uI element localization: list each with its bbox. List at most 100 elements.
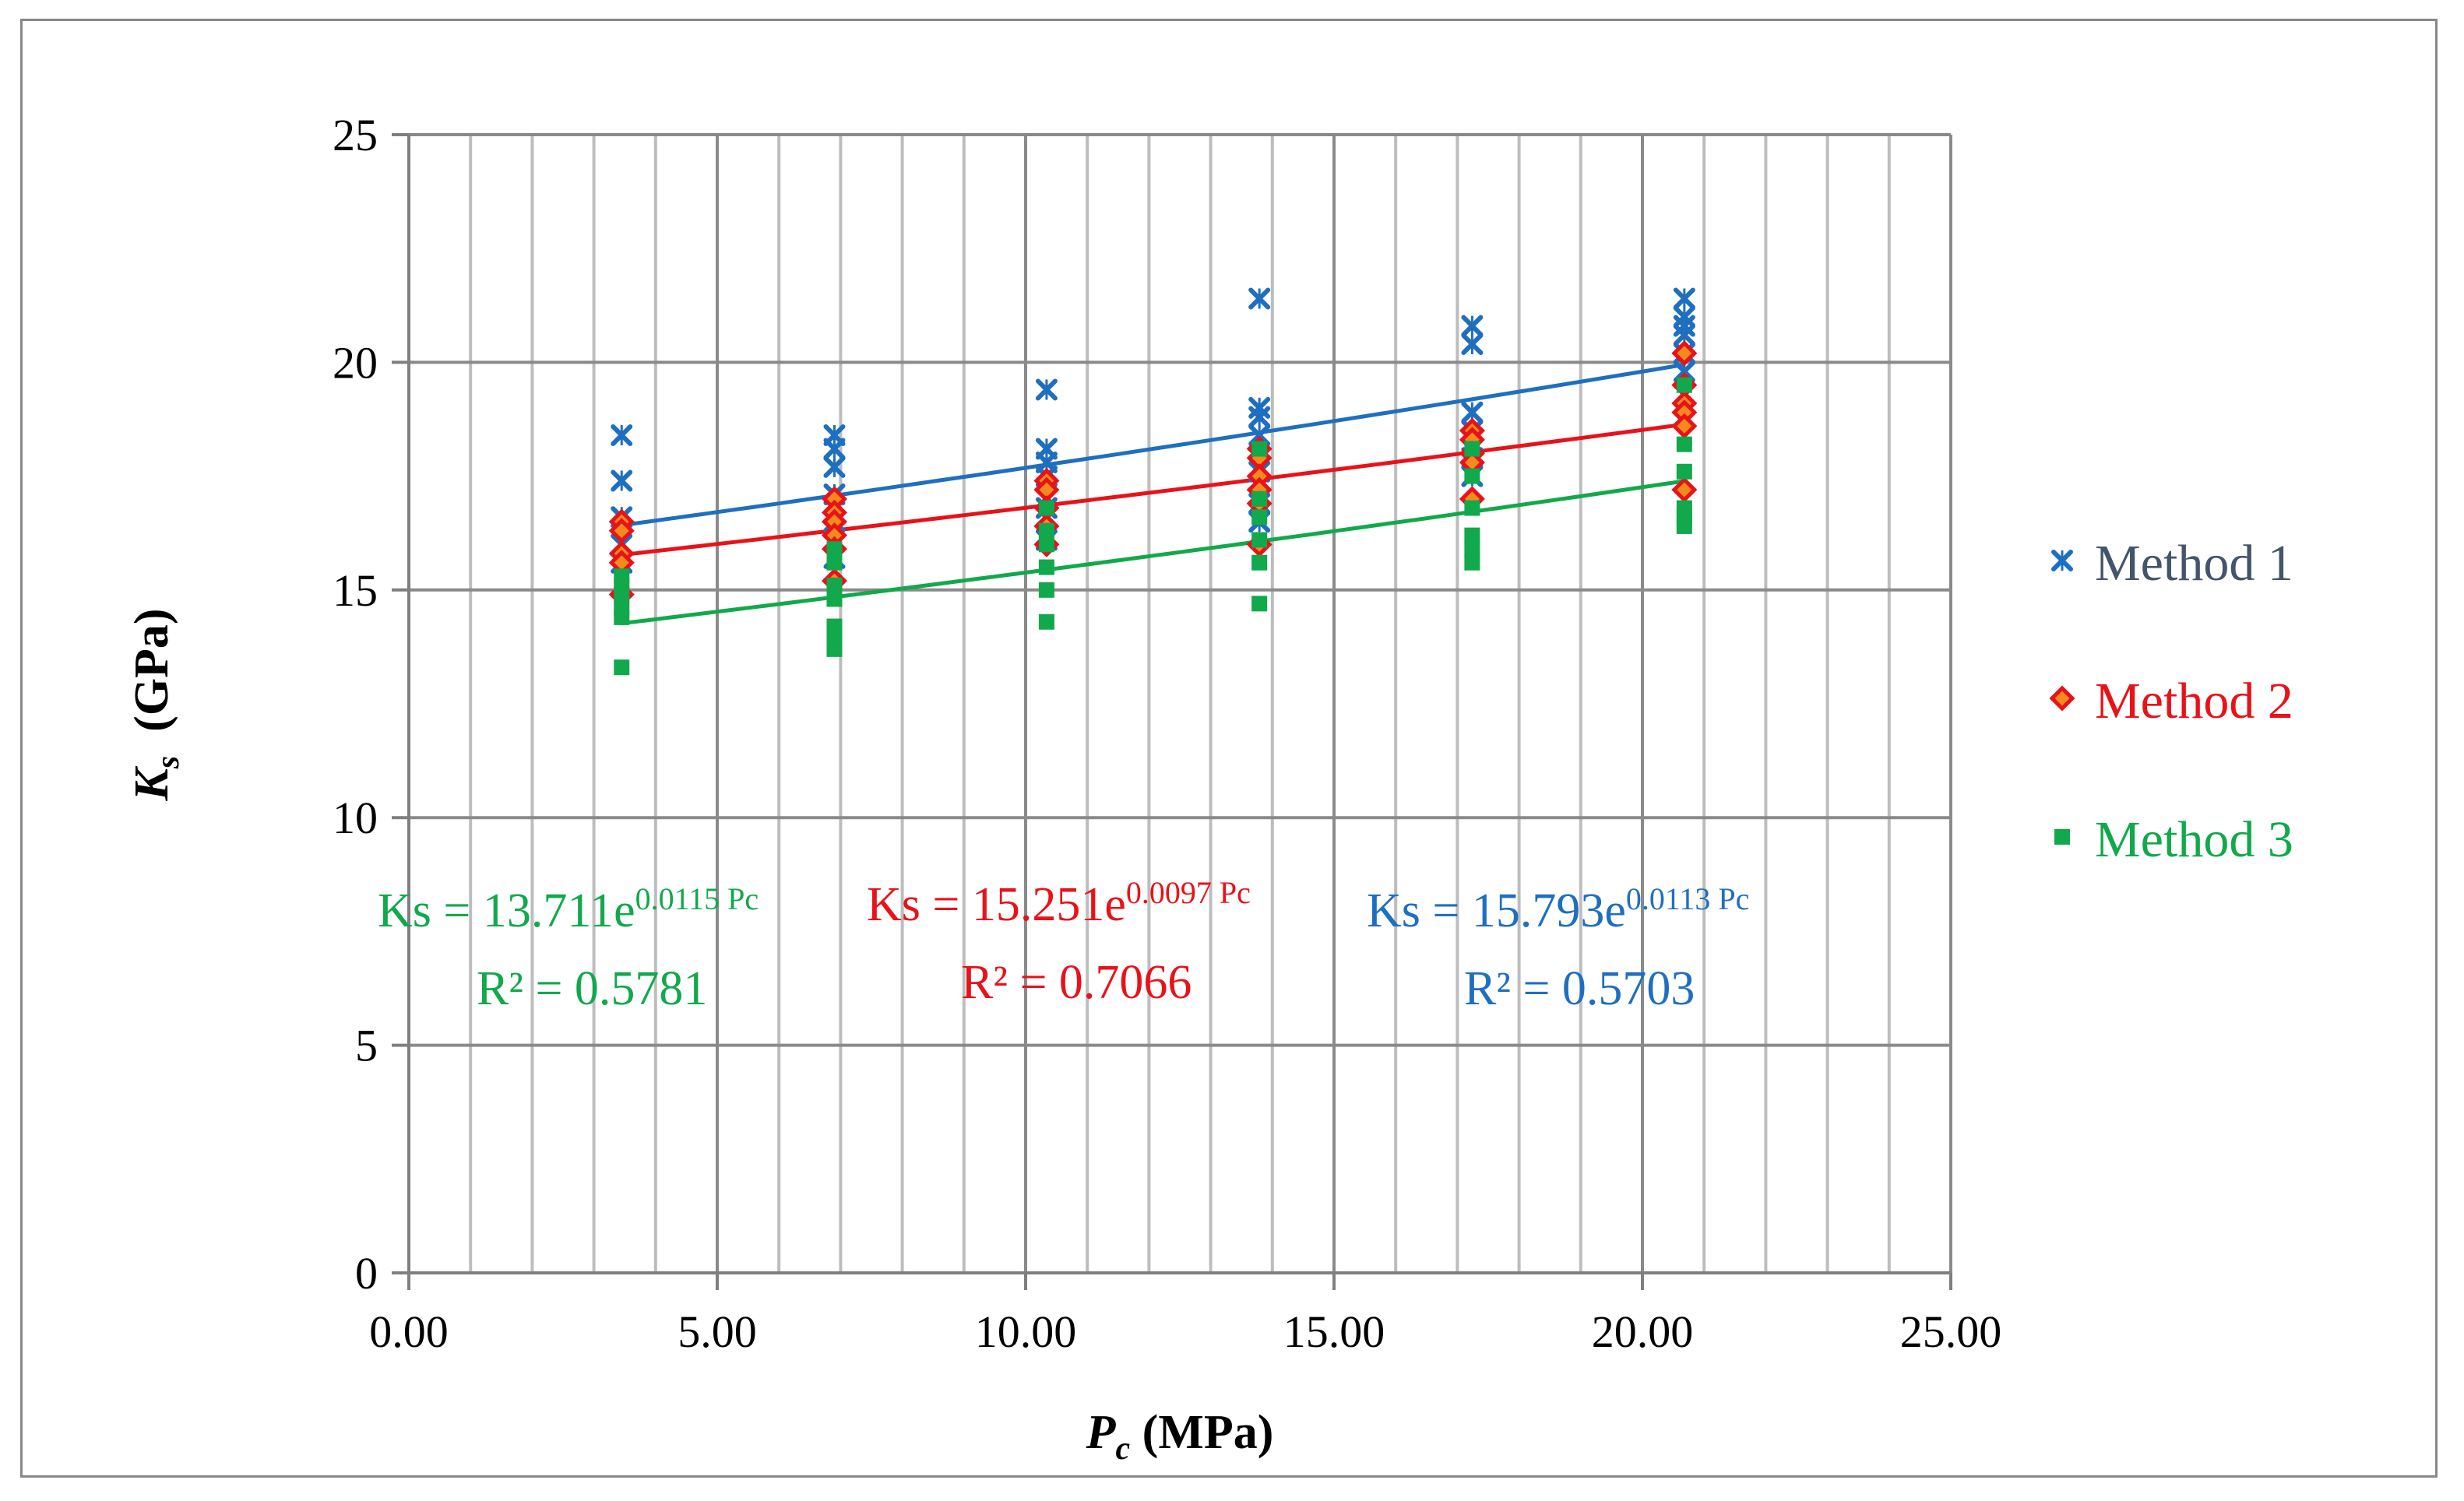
legend-label-method-3: Method 3 bbox=[2095, 811, 2293, 868]
legend-symbol-2 bbox=[2049, 685, 2075, 712]
x-tick-label: 0.00 bbox=[369, 1306, 449, 1357]
point-method-1 bbox=[611, 424, 633, 446]
point-method-3 bbox=[1464, 441, 1480, 457]
chart-frame bbox=[20, 19, 2438, 1478]
point-method-3 bbox=[1251, 441, 1268, 457]
y-axis-ticks: 0 5 10 15 20 25 bbox=[333, 110, 409, 1299]
point-method-1 bbox=[1248, 406, 1271, 428]
point-method-1 bbox=[1248, 287, 1271, 310]
x-tick-label: 15.00 bbox=[1283, 1306, 1385, 1357]
point-method-3 bbox=[1038, 536, 1054, 553]
x-tick-label: 25.00 bbox=[1900, 1306, 2002, 1357]
y-tick-label: 5 bbox=[355, 1021, 378, 1071]
point-method-3 bbox=[1038, 582, 1054, 598]
y-tick-label: 20 bbox=[333, 337, 378, 388]
equation-2-exponent: 0.0097 Pc bbox=[1126, 875, 1251, 910]
y-axis-title-sub: s bbox=[150, 756, 186, 769]
point-method-3 bbox=[1464, 468, 1480, 484]
y-axis-title: Ks (GPa) bbox=[125, 608, 186, 801]
point-method-3 bbox=[826, 541, 843, 557]
y-axis-title-unit: (GPa) bbox=[125, 608, 178, 755]
point-method-3 bbox=[1464, 500, 1480, 516]
point-method-2 bbox=[1671, 413, 1698, 439]
point-method-3 bbox=[1676, 436, 1692, 452]
x-tick-label: 20.00 bbox=[1592, 1306, 1694, 1357]
x-axis-ticks: 0.00 5.00 10.00 15.00 20.00 25.00 bbox=[369, 1273, 2001, 1357]
x-tick-label: 5.00 bbox=[678, 1306, 757, 1357]
point-method-3 bbox=[1251, 532, 1268, 548]
point-method-3 bbox=[1251, 490, 1268, 507]
point-method-3 bbox=[826, 618, 843, 634]
point-method-1 bbox=[823, 438, 846, 460]
point-method-2 bbox=[1671, 476, 1698, 503]
point-method-3 bbox=[826, 554, 843, 571]
legend-label-method-2: Method 2 bbox=[2095, 673, 2293, 729]
equation-1: Ks = 15.793e0.0113 Pc bbox=[1367, 881, 1749, 937]
point-method-3 bbox=[1464, 554, 1480, 571]
point-method-3 bbox=[1038, 613, 1054, 630]
point-method-1 bbox=[1461, 333, 1484, 356]
trendline-3 bbox=[621, 479, 1685, 626]
legend-marker-method-2 bbox=[2049, 685, 2075, 712]
legend-symbol-3 bbox=[2054, 829, 2070, 845]
point-method-3 bbox=[1038, 559, 1054, 575]
y-tick-label: 0 bbox=[355, 1248, 378, 1299]
y-tick-label: 15 bbox=[333, 565, 378, 616]
legend-label-method-1: Method 1 bbox=[2095, 535, 2293, 592]
trendline-2 bbox=[621, 422, 1685, 557]
plot-area bbox=[409, 135, 1951, 1273]
gridlines bbox=[393, 133, 1952, 1288]
point-method-1 bbox=[611, 469, 633, 492]
equation-method-1: Ks = 15.793e0.0113 Pc R² = 0.5703 bbox=[1367, 881, 1749, 1015]
x-axis-title-main: P bbox=[1086, 1406, 1117, 1459]
r-squared-1: R² = 0.5703 bbox=[1464, 962, 1695, 1015]
x-tick-label: 10.00 bbox=[975, 1306, 1077, 1357]
legend-marker-method-1 bbox=[2051, 550, 2073, 571]
equation-2: Ks = 15.251e0.0097 Pc bbox=[867, 875, 1251, 931]
point-method-3 bbox=[1464, 541, 1480, 557]
trendlines bbox=[621, 362, 1685, 626]
x-axis-title-sub: c bbox=[1116, 1431, 1131, 1467]
x-axis-title: Pc (MPa) bbox=[1086, 1406, 1274, 1467]
point-method-3 bbox=[1251, 509, 1268, 526]
x-axis-title-unit: (MPa) bbox=[1130, 1406, 1273, 1459]
point-method-3 bbox=[1251, 554, 1268, 571]
equation-1-exponent: 0.0113 Pc bbox=[1626, 881, 1750, 916]
equation-3-main: Ks = 13.711e bbox=[378, 884, 635, 937]
point-method-3 bbox=[1251, 596, 1268, 612]
y-tick-label: 10 bbox=[333, 793, 378, 843]
r-squared-3: R² = 0.5781 bbox=[477, 962, 707, 1015]
legend-symbol-1 bbox=[2051, 550, 2073, 571]
equation-3: Ks = 13.711e0.0115 Pc bbox=[378, 881, 759, 937]
point-method-3 bbox=[1676, 518, 1692, 534]
r-squared-2: R² = 0.7066 bbox=[961, 956, 1192, 1009]
trendline-1 bbox=[621, 362, 1685, 528]
legend-marker-method-3 bbox=[2054, 829, 2070, 845]
y-axis-title-main: K bbox=[125, 766, 178, 802]
point-method-3 bbox=[614, 586, 630, 603]
point-method-1 bbox=[823, 455, 846, 478]
point-method-3 bbox=[614, 659, 630, 676]
point-method-3 bbox=[1038, 522, 1054, 539]
point-method-2 bbox=[1671, 340, 1698, 367]
equation-2-main: Ks = 15.251e bbox=[867, 878, 1126, 931]
point-method-3 bbox=[1464, 527, 1480, 543]
point-method-3 bbox=[826, 641, 843, 657]
equation-method-3: Ks = 13.711e0.0115 Pc R² = 0.5781 bbox=[378, 881, 759, 1015]
point-method-3 bbox=[826, 577, 843, 593]
point-method-3 bbox=[826, 591, 843, 607]
point-method-1 bbox=[1461, 315, 1484, 337]
point-method-3 bbox=[1676, 377, 1692, 393]
equation-3-exponent: 0.0115 Pc bbox=[635, 881, 759, 916]
data-points bbox=[608, 287, 1698, 676]
point-method-3 bbox=[1038, 500, 1054, 516]
legend: Method 1 Method 2 Method 3 bbox=[2049, 535, 2293, 868]
point-method-3 bbox=[1676, 463, 1692, 480]
point-method-3 bbox=[614, 609, 630, 625]
equation-1-main: Ks = 15.793e bbox=[1367, 884, 1626, 937]
point-method-1 bbox=[1673, 287, 1695, 310]
y-tick-label: 25 bbox=[333, 110, 378, 160]
equation-method-2: Ks = 15.251e0.0097 Pc R² = 0.7066 bbox=[867, 875, 1251, 1009]
point-method-1 bbox=[1035, 378, 1058, 401]
